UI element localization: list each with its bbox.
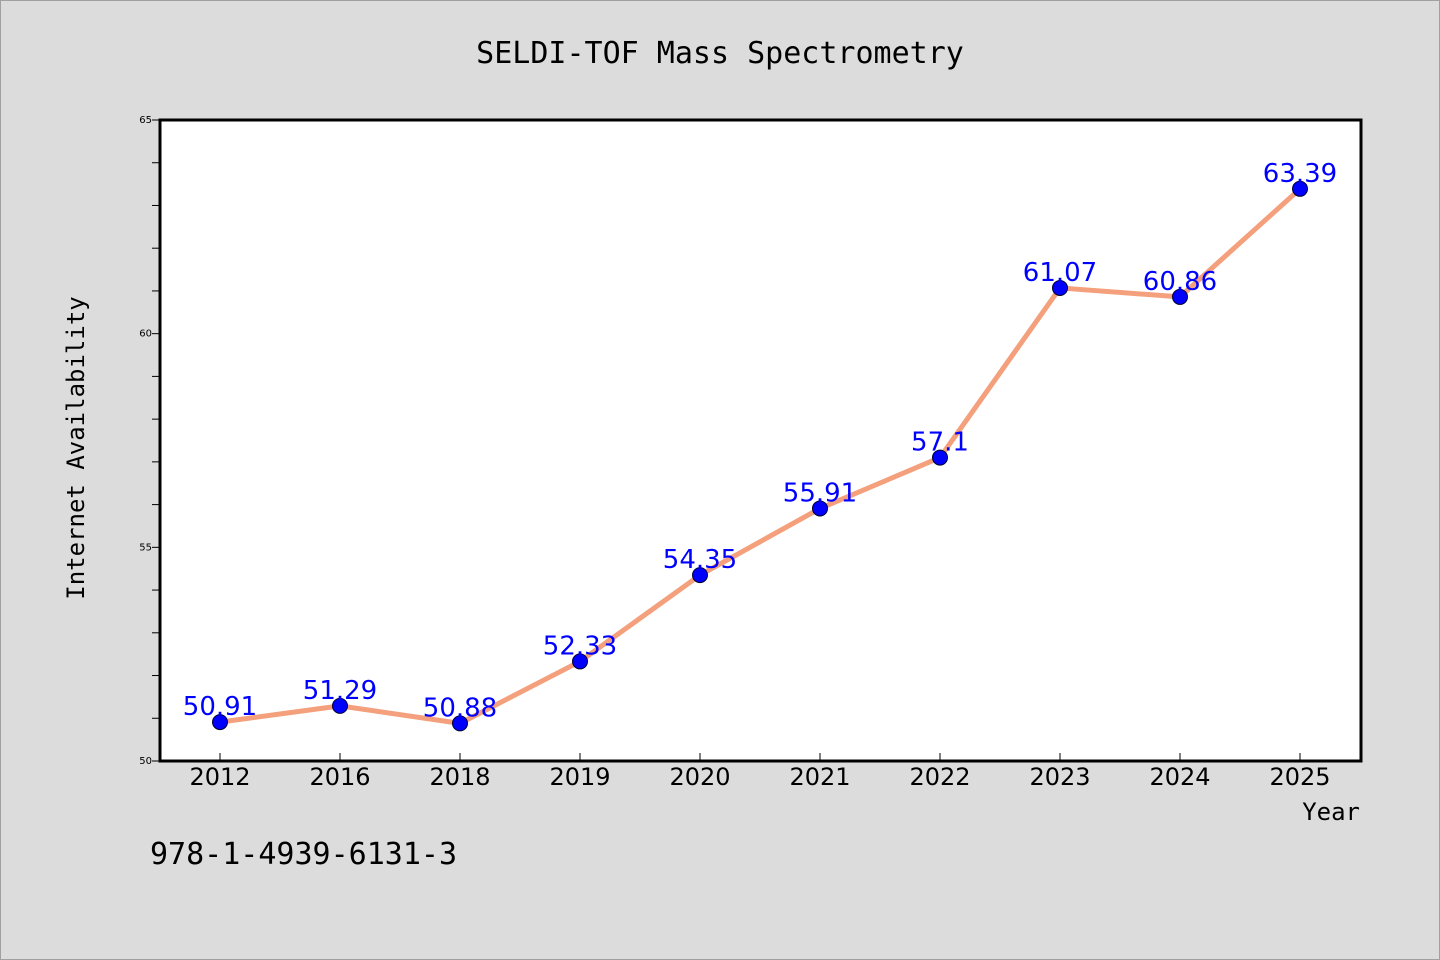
data-label: 55.91 <box>783 478 857 508</box>
x-tick-label: 2016 <box>309 763 370 791</box>
data-point <box>692 567 708 584</box>
data-point <box>932 449 948 466</box>
data-point <box>212 714 228 731</box>
data-label: 51.29 <box>303 676 377 706</box>
data-point <box>812 500 828 517</box>
data-label: 61.07 <box>1023 258 1097 288</box>
x-tick-label: 2020 <box>669 763 730 791</box>
x-tick-label: 2024 <box>1149 763 1210 791</box>
data-point <box>1052 279 1068 296</box>
data-label: 60.86 <box>1143 267 1217 297</box>
data-point <box>1172 288 1188 305</box>
x-tick-label: 2025 <box>1269 763 1330 791</box>
x-axis: 2012 2016 2018 2019 2020 2021 2022 2023 2024 2025 <box>189 753 1331 791</box>
chart-title: SELDI-TOF Mass Spectrometry <box>476 36 964 71</box>
data-point <box>332 697 348 714</box>
data-point <box>572 653 588 670</box>
series-layer <box>212 180 1308 732</box>
data-label: 52.33 <box>543 631 617 661</box>
data-point <box>1292 180 1308 197</box>
x-axis-label: Year <box>1302 798 1360 826</box>
data-point <box>452 715 468 732</box>
x-tick-label: 2021 <box>789 763 850 791</box>
x-tick-label: 2012 <box>189 763 250 791</box>
plot-area <box>158 118 1363 763</box>
x-tick-label: 2023 <box>1029 763 1090 791</box>
data-label: 63.39 <box>1263 159 1337 189</box>
x-tick-label: 2018 <box>429 763 490 791</box>
y-tick-label: 55 <box>139 542 152 553</box>
y-axis-label: Internet Availability <box>62 296 90 599</box>
x-tick-label: 2019 <box>549 763 610 791</box>
x-tick-label: 2022 <box>909 763 970 791</box>
series-line <box>217 186 1303 726</box>
data-label: 54.35 <box>663 545 737 575</box>
data-label-layer: 50.91 51.29 50.88 52.33 54.35 55.91 57.1 61.07 6… <box>183 159 1337 724</box>
y-tick-label: 60 <box>139 329 152 340</box>
footer-isbn: 978-1-4939-6131-3 <box>150 837 457 872</box>
y-tick-label: 65 <box>139 115 152 126</box>
y-axis: 50 55 60 65 <box>139 115 160 767</box>
y-tick-label: 50 <box>139 756 152 767</box>
data-label: 57.1 <box>911 428 969 458</box>
data-label: 50.88 <box>423 693 497 723</box>
data-label: 50.91 <box>183 692 257 722</box>
